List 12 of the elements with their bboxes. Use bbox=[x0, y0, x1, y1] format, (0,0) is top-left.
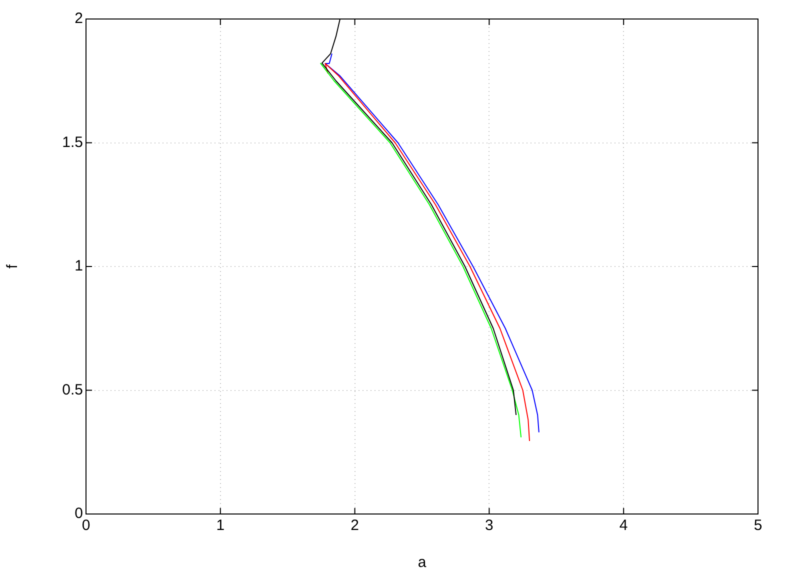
y-tick-label: 0.5 bbox=[62, 381, 83, 398]
x-tick-label: 1 bbox=[216, 517, 225, 534]
x-tick-label: 3 bbox=[485, 517, 494, 534]
y-axis-title: f bbox=[4, 264, 22, 269]
y-tick-label: 0 bbox=[74, 505, 83, 522]
y-tick-label: 1.5 bbox=[62, 134, 83, 151]
x-tick-label: 5 bbox=[754, 517, 762, 534]
x-tick-label: 2 bbox=[350, 517, 359, 534]
y-tick-label: 2 bbox=[74, 10, 83, 28]
y-tick-label: 1 bbox=[74, 258, 83, 275]
x-tick-label: 4 bbox=[619, 517, 628, 534]
x-axis-title: a bbox=[418, 554, 427, 572]
